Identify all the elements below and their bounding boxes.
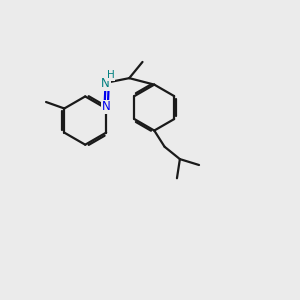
Text: N: N <box>102 100 111 113</box>
Text: N: N <box>101 77 110 90</box>
Text: H: H <box>107 70 115 80</box>
